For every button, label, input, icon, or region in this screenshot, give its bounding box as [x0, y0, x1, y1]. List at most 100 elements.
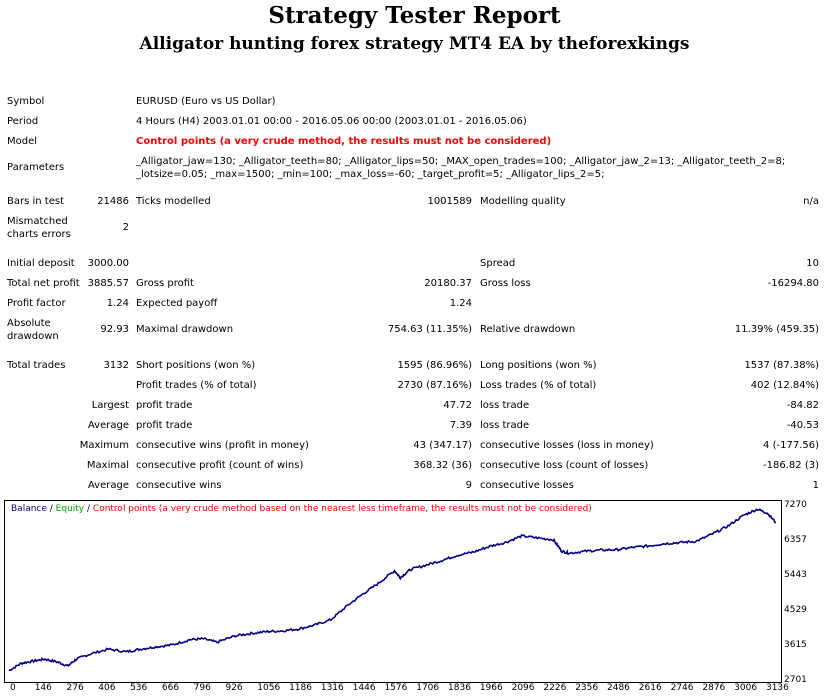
- maximal-consecutive-profit-label: consecutive profit (count of wins): [136, 460, 304, 471]
- average-loss-label: loss trade: [480, 420, 530, 431]
- average-loss-value: -40.53: [786, 420, 819, 431]
- symbol-value: EURUSD (Euro vs US Dollar): [136, 96, 276, 107]
- x-tick-label: 666: [161, 683, 180, 693]
- y-tick-label: 5443: [784, 570, 807, 581]
- largest-loss-label: loss trade: [480, 400, 530, 411]
- gross-profit-value: 20180.37: [424, 278, 472, 289]
- period-value: 4 Hours (H4) 2003.01.01 00:00 - 2016.05.…: [136, 116, 527, 127]
- spread-label: Spread: [480, 258, 516, 269]
- gross-loss-value: -16294.80: [767, 278, 819, 289]
- mismatch-value: 2: [122, 222, 129, 233]
- average-profit-value: 7.39: [449, 420, 472, 431]
- maximal-label: Maximal: [86, 460, 129, 471]
- max-consecutive-losses-value: 4 (-177.56): [763, 440, 819, 451]
- ticks-value: 1001589: [427, 196, 472, 207]
- x-tick-label: 1836: [448, 683, 471, 693]
- x-tick-label: 0: [10, 683, 16, 693]
- x-tick-label: 2096: [511, 683, 535, 693]
- short-positions-label: Short positions (won %): [136, 360, 256, 371]
- relative-dd-value: 11.39% (459.35): [734, 324, 819, 335]
- y-tick-label: 6357: [784, 535, 807, 546]
- legend-balance: Balance: [11, 504, 47, 514]
- legend-sep-1: /: [46, 504, 56, 514]
- average-label: Average: [87, 420, 129, 431]
- x-tick-label: 2486: [607, 683, 630, 693]
- net-profit-label: Total net profit: [7, 278, 80, 289]
- maximal-consecutive-loss-value: -186.82 (3): [763, 460, 819, 471]
- report-title: Strategy Tester Report: [268, 2, 561, 29]
- maximum-label: Maximum: [79, 440, 129, 451]
- bars-label: Bars in test: [7, 196, 64, 207]
- x-tick-label: 3006: [734, 683, 758, 693]
- x-tick-label: 1966: [479, 683, 503, 693]
- x-tick-label: 406: [98, 683, 116, 693]
- x-tick-label: 1706: [416, 683, 440, 693]
- profit-factor-label: Profit factor: [7, 298, 66, 309]
- x-tick-label: 2356: [575, 683, 599, 693]
- mismatch-label-2: charts errors: [7, 229, 71, 240]
- period-label: Period: [7, 116, 39, 127]
- x-tick-label: 2226: [543, 683, 567, 693]
- largest-label: Largest: [91, 400, 129, 411]
- absolute-dd-value: 92.93: [100, 324, 129, 335]
- average-consecutive-label: Average: [87, 480, 129, 491]
- model-value: Control points (a very crude method, the…: [136, 136, 552, 147]
- model-label: Model: [7, 136, 38, 147]
- x-tick-label: 2876: [702, 683, 726, 693]
- total-trades-label: Total trades: [7, 360, 66, 371]
- maximal-consecutive-loss-label: consecutive loss (count of losses): [480, 460, 649, 471]
- mismatch-label-1: Mismatched: [7, 216, 68, 227]
- x-tick-label: 276: [66, 683, 84, 693]
- legend-control-points: Control points (a very crude method base…: [92, 504, 592, 514]
- avg-consecutive-losses-value: 1: [812, 480, 819, 491]
- net-profit-value: 3885.57: [87, 278, 129, 289]
- gross-loss-label: Gross loss: [480, 278, 531, 289]
- legend-sep-2: /: [84, 504, 93, 514]
- balance-chart: Balance / Equity / Control points (a ver…: [4, 500, 782, 683]
- avg-consecutive-losses-label: consecutive losses: [480, 480, 574, 491]
- absolute-dd-label-1: Absolute: [7, 318, 51, 329]
- loss-trades-value: 402 (12.84%): [750, 380, 819, 391]
- x-tick-label: 1316: [320, 683, 344, 693]
- long-positions-value: 1537 (87.38%): [744, 360, 819, 371]
- parameters-line-1: _Alligator_jaw=130; _Alligator_teeth=80;…: [136, 156, 786, 167]
- chart-legend: Balance / Equity / Control points (a ver…: [11, 504, 592, 514]
- x-tick-label: 1186: [289, 683, 312, 693]
- avg-consecutive-wins-value: 9: [465, 480, 472, 491]
- x-tick-label: 1576: [384, 683, 408, 693]
- profit-trades-label: Profit trades (% of total): [136, 380, 257, 391]
- profit-factor-value: 1.24: [106, 298, 129, 309]
- y-tick-label: 3615: [784, 640, 807, 651]
- x-tick-label: 2746: [670, 683, 694, 693]
- quality-label: Modelling quality: [480, 196, 566, 207]
- quality-value: n/a: [803, 196, 819, 207]
- absolute-dd-label-2: drawdown: [7, 331, 59, 342]
- x-tick-label: 796: [193, 683, 211, 693]
- maximal-consecutive-profit-value: 368.32 (36): [413, 460, 472, 471]
- total-trades-value: 3132: [103, 360, 129, 371]
- initial-deposit-label: Initial deposit: [7, 258, 75, 269]
- gross-profit-label: Gross profit: [136, 278, 194, 289]
- initial-deposit-value: 3000.00: [87, 258, 129, 269]
- spread-value: 10: [806, 258, 819, 269]
- x-tick-label: 536: [130, 683, 148, 693]
- report-subtitle: Alligator hunting forex strategy MT4 EA …: [139, 34, 690, 54]
- x-tick-label: 926: [225, 683, 243, 693]
- ticks-label: Ticks modelled: [136, 196, 211, 207]
- maximal-dd-value: 754.63 (11.35%): [387, 324, 472, 335]
- bars-value: 21486: [97, 196, 129, 207]
- average-profit-label: profit trade: [136, 420, 193, 431]
- largest-profit-label: profit trade: [136, 400, 193, 411]
- x-tick-label: 1446: [352, 683, 376, 693]
- x-tick-label: 2616: [638, 683, 662, 693]
- x-tick-label: 1056: [257, 683, 281, 693]
- loss-trades-label: Loss trades (% of total): [480, 380, 597, 391]
- series-line-balance: [8, 508, 776, 672]
- expected-payoff-value: 1.24: [449, 298, 472, 309]
- x-tick-label: 146: [34, 683, 52, 693]
- avg-consecutive-wins-label: consecutive wins: [136, 480, 222, 491]
- y-tick-label: 4529: [784, 605, 807, 616]
- profit-trades-value: 2730 (87.16%): [397, 380, 472, 391]
- long-positions-label: Long positions (won %): [480, 360, 597, 371]
- relative-dd-label: Relative drawdown: [480, 324, 576, 335]
